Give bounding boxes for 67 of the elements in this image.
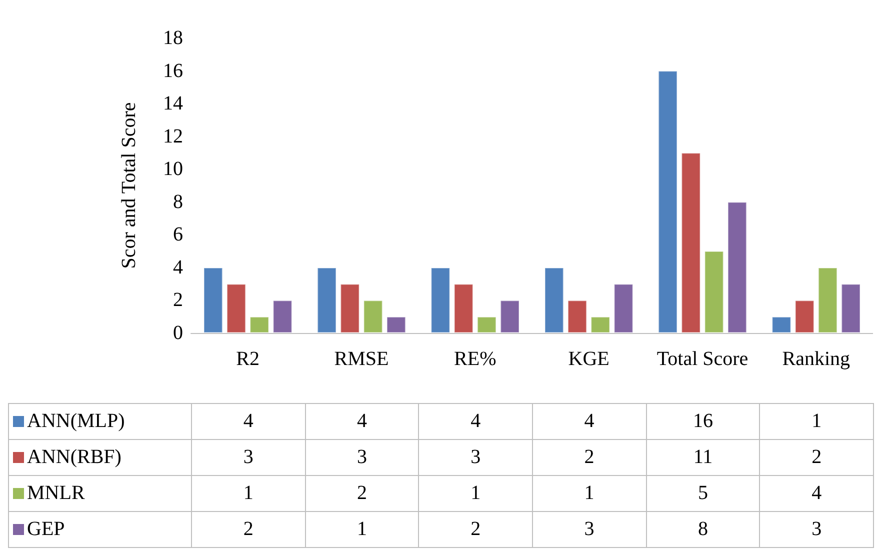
y-tick-label: 0 [173,322,183,344]
bar [681,152,701,333]
data-label: 3 [418,440,532,476]
bar [544,267,564,333]
data-label: 5 [646,476,760,512]
data-label: 3 [192,440,306,476]
y-tick-label: 8 [173,190,183,213]
y-tick-label: 14 [163,92,183,115]
y-axis-title: Scor and Total Score [118,102,140,269]
data-label: 2 [760,440,874,476]
y-tick-label: 4 [173,256,183,278]
bar [204,267,223,333]
data-label: 3 [760,512,874,548]
x-tick-label: RMSE [334,348,389,370]
bar [794,300,814,333]
bar [728,202,747,333]
legend-label: ANN(RBF) [8,440,192,476]
x-tick-label: KGE [568,348,610,370]
bar [568,300,587,333]
data-label: 1 [760,404,874,440]
y-tick-label: 2 [173,289,183,312]
x-tick-label: Ranking [782,348,850,370]
bar [430,267,450,333]
data-label: 1 [192,476,306,512]
bar [272,300,292,333]
data-label: 2 [305,476,419,512]
bar [386,316,406,333]
bar [363,300,383,333]
data-label: 1 [305,512,419,548]
y-tick-label: 10 [163,158,183,180]
bar [590,316,610,333]
data-label: 3 [305,440,419,476]
bar [317,267,336,333]
y-tick-label: 12 [163,125,183,148]
bar [250,316,270,333]
x-tick-label: Total Score [656,348,748,370]
bar [477,316,496,333]
bar [340,284,360,333]
bar [226,284,246,333]
data-label: 3 [532,512,646,548]
bar [841,284,860,333]
legend-label: MNLR [8,476,192,512]
data-label: 8 [646,512,760,548]
data-label: 2 [532,440,646,476]
bar [704,251,724,333]
bar [772,316,792,333]
bar [500,300,520,333]
data-label: 1 [532,476,646,512]
y-tick-label: 16 [163,60,183,82]
y-tick-label: 18 [163,27,183,49]
data-label: 4 [532,404,646,440]
x-tick-label: RE% [454,348,496,370]
data-label: 2 [418,512,532,548]
data-label: 4 [760,476,874,512]
bar [818,267,838,333]
data-label: 11 [646,440,760,476]
bar [614,284,634,333]
legend-label: ANN(MLP) [8,404,192,440]
data-label: 1 [418,476,532,512]
x-tick-label: R2 [236,348,260,370]
bar [454,284,474,333]
bar [658,70,678,333]
data-label: 16 [646,404,760,440]
data-label: 4 [305,404,419,440]
y-tick-label: 6 [173,224,183,246]
legend-label: GEP [8,512,192,548]
data-label: 4 [418,404,532,440]
